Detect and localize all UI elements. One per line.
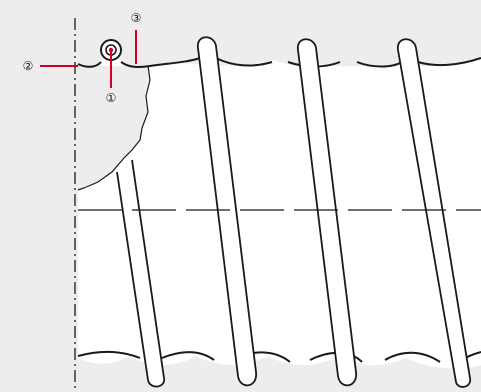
hose-body [78, 56, 481, 369]
hose-top-edge [77, 61, 102, 68]
callout-1: ① [106, 91, 117, 105]
callout-1-label: ① [106, 91, 117, 105]
wire-turn-4 [397, 38, 471, 388]
callout-3-label: ③ [131, 11, 142, 25]
wire-turn-3 [297, 38, 357, 387]
cutaway-torn-edge [77, 65, 151, 191]
cutaway-region [78, 66, 150, 190]
wire-turn-1 [116, 159, 165, 388]
callout-3: ③ [131, 11, 142, 25]
callout-2-label: ② [23, 59, 34, 73]
callout-2: ② [23, 59, 34, 73]
callout-1-dot [108, 47, 114, 53]
wire-turn-2 [197, 36, 257, 387]
